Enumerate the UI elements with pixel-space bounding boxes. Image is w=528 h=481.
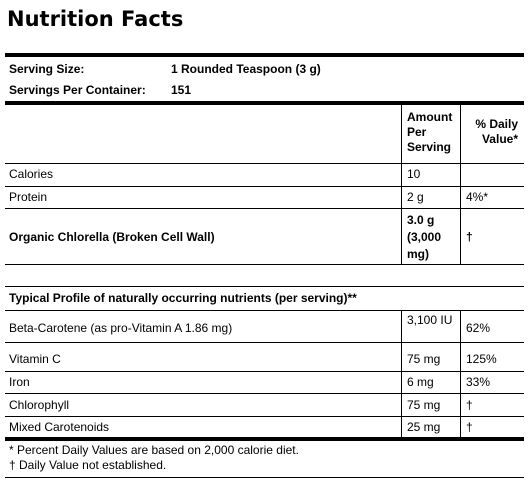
nutrient: Chlorophyll: [9, 398, 70, 412]
column-rule: [460, 310, 461, 439]
rule: [5, 264, 524, 265]
amount: 75 mg: [407, 398, 441, 412]
amount: 3,100 IU: [407, 313, 453, 327]
daily-value-header: % Daily Value*: [475, 117, 518, 146]
rule: [5, 163, 524, 164]
rule: [5, 416, 524, 417]
nutrient: Protein: [9, 190, 48, 204]
rule: [5, 393, 524, 394]
daily-value: †: [466, 230, 473, 244]
amount: 6 mg: [407, 375, 434, 389]
daily-value: 4%*: [466, 190, 489, 204]
daily-value: †: [466, 420, 473, 434]
column-rule: [401, 310, 402, 439]
nutrient: Vitamin C: [9, 352, 61, 366]
nutrient: Iron: [9, 375, 30, 389]
daily-value: 125%: [466, 352, 497, 366]
serving-label: Servings Per Container:: [9, 83, 146, 97]
rule: [5, 371, 524, 372]
rule: [5, 310, 524, 311]
serving-value: 151: [171, 83, 192, 97]
column-rule: [401, 103, 402, 265]
daily-value: †: [466, 398, 473, 412]
rule: [5, 477, 524, 478]
nutrient: Organic Chlorella (Broken Cell Wall): [9, 230, 215, 244]
rule: [5, 208, 524, 209]
serving-value: 1 Rounded Teaspoon (3 g): [171, 62, 321, 76]
nutrient: Mixed Carotenoids: [9, 420, 110, 434]
nutrient: Calories: [9, 167, 54, 181]
amount: 10: [407, 167, 421, 181]
title: Nutrition Facts: [7, 7, 184, 31]
footnote: † Daily Value not established.: [9, 458, 167, 472]
amount: 25 mg: [407, 420, 441, 434]
serving-label: Serving Size:: [9, 62, 85, 76]
rule: [5, 342, 524, 343]
footnote: * Percent Daily Values are based on 2,00…: [9, 443, 299, 457]
column-rule: [460, 103, 461, 265]
amount: 3.0 g (3,000 mg): [407, 213, 442, 261]
amount: 2 g: [407, 190, 424, 204]
rule: [5, 437, 524, 441]
daily-value: 33%: [466, 375, 491, 389]
amount: 75 mg: [407, 352, 441, 366]
rule: [5, 53, 524, 57]
rule: [5, 101, 524, 105]
amount-header: Amount Per Serving: [407, 110, 453, 154]
rule: [5, 186, 524, 187]
section-title: Typical Profile of naturally occurring n…: [9, 291, 357, 305]
rule: [5, 286, 524, 287]
nutrient: Beta-Carotene (as pro-Vitamin A 1.86 mg): [9, 321, 233, 335]
daily-value: 62%: [466, 321, 491, 335]
